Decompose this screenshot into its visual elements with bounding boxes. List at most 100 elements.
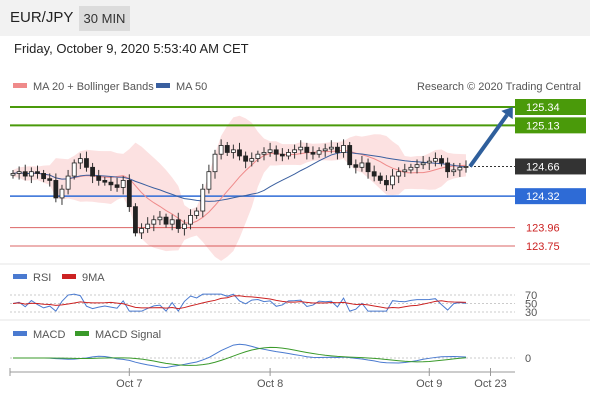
x-tick-label: Oct 7 [116, 378, 142, 390]
candle-body [212, 153, 218, 173]
copyright-text: Research © 2020 Trading Central [417, 81, 581, 93]
candle-body [432, 158, 438, 162]
pivot-label: 124.32 [526, 191, 560, 203]
candle-body [163, 216, 169, 225]
candle-body [273, 149, 279, 155]
legend-macd-swatch [13, 331, 27, 336]
legend-macd-signal-label: MACD Signal [95, 329, 161, 341]
candle-body [304, 146, 310, 153]
candle-body [35, 171, 40, 174]
candle-body [341, 145, 346, 153]
resistance-1-label: 125.34 [526, 102, 560, 114]
candle-body [255, 153, 261, 159]
candle-body [390, 175, 395, 186]
candle-body [114, 184, 120, 188]
candle-body [371, 171, 377, 177]
forecast-arrow-head [501, 106, 513, 120]
candle-body [451, 169, 457, 173]
candle-body [420, 162, 426, 166]
candle-body [359, 162, 365, 168]
candle-body [139, 228, 144, 234]
legend-ma50-label: MA 50 [176, 81, 207, 93]
chart-header: EUR/JPY 30 MIN [0, 0, 590, 36]
candle-body [120, 180, 126, 188]
candle-body [200, 188, 206, 212]
candle-body [384, 180, 389, 186]
candlesticks [10, 139, 469, 240]
candle-body [157, 216, 163, 221]
candle-body [28, 171, 34, 177]
legend-macd-signal-swatch [75, 331, 89, 336]
legend-macd-label: MACD [33, 329, 65, 341]
candle-body [151, 219, 157, 225]
candle-body [169, 219, 175, 225]
rsi-9ma-line [12, 295, 467, 310]
x-tick-label: Oct 23 [474, 378, 506, 390]
x-tick-label: Oct 9 [416, 378, 442, 390]
legend-rsi-swatch [13, 274, 27, 279]
macd-signal-line [13, 346, 467, 366]
macd-indicator: 0 [10, 343, 531, 369]
candle-body [47, 178, 53, 181]
current-price-label: 124.66 [526, 161, 560, 173]
rsi-level-label: 30 [525, 307, 537, 319]
ma20-line [12, 149, 467, 224]
legend-ma50-swatch [156, 83, 170, 88]
legend-ma20-label: MA 20 + Bollinger Bands [33, 81, 154, 93]
candle-body [408, 166, 414, 171]
candle-body [439, 158, 444, 164]
candle-body [237, 149, 242, 157]
candle-body [218, 145, 224, 155]
candle-body [230, 149, 236, 153]
candle-body [322, 148, 328, 152]
legend-9ma-swatch [62, 274, 76, 279]
candle-body [10, 173, 16, 176]
candle-body [298, 146, 304, 151]
candle-body [53, 180, 59, 199]
forecast-arrow [468, 106, 513, 168]
candle-body [243, 155, 249, 162]
candle-body [316, 150, 322, 155]
current-price-label-box [515, 158, 586, 175]
candle-body [377, 175, 383, 181]
candle-body [310, 152, 316, 155]
legend-rsi-label: RSI [33, 272, 51, 284]
candle-body [445, 162, 451, 173]
x-axis-ticks: Oct 7 Oct 8 Oct 9 Oct 23 [9, 368, 507, 390]
bollinger-band-area [13, 115, 466, 261]
forecast-arrow-shaft [468, 113, 509, 168]
candle-body [353, 164, 359, 168]
candle-body [182, 223, 187, 229]
candle-body [286, 152, 291, 157]
candle-body [16, 171, 22, 174]
candle-body [77, 158, 83, 164]
rsi-level-label: 50 [525, 299, 537, 311]
currency-pair-title: EUR/JPY [10, 9, 74, 26]
candle-body [90, 166, 95, 177]
candle-body [335, 146, 340, 153]
legend-9ma-label: 9MA [82, 272, 105, 284]
level-lines [10, 106, 515, 247]
candle-body [426, 160, 432, 164]
rsi-level-label: 70 [525, 290, 537, 302]
candle-body [249, 158, 255, 162]
candle-body [133, 206, 138, 234]
candle-body [175, 219, 181, 229]
candle-body [414, 164, 420, 168]
timeframe-button[interactable]: 30 MIN [79, 6, 130, 31]
candle-body [365, 162, 371, 173]
candle-body [206, 171, 212, 190]
candle-body [145, 223, 151, 229]
support-2-label: 123.75 [526, 241, 560, 253]
x-tick-label: Oct 8 [257, 378, 283, 390]
candle-body [194, 210, 200, 216]
candle-body [22, 171, 28, 177]
candle-body [463, 166, 469, 168]
candle-body [126, 180, 132, 208]
report-datetime: Friday, October 9, 2020 5:53:40 AM CET [14, 41, 249, 56]
candle-body [396, 171, 402, 177]
candle-body [71, 162, 77, 177]
macd-zero-label: 0 [525, 353, 531, 365]
candle-body [279, 153, 285, 157]
